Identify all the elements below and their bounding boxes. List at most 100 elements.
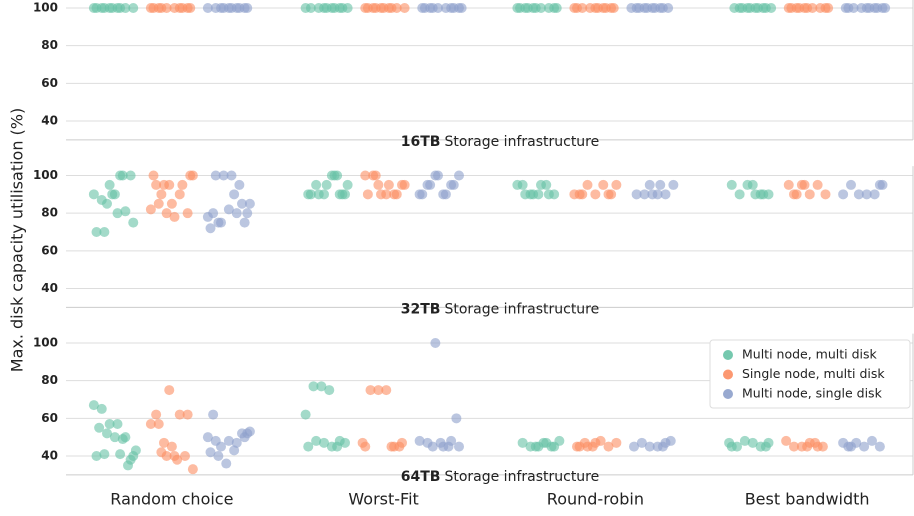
data-point xyxy=(242,208,253,219)
data-point xyxy=(603,441,614,452)
legend-label: Multi node, multi disk xyxy=(742,347,878,362)
data-point xyxy=(515,3,525,13)
y-tick-label: 40 xyxy=(41,281,58,295)
data-point xyxy=(629,441,639,452)
panel-title: 16TB Storage infrastructure xyxy=(401,134,600,150)
data-point xyxy=(729,3,740,13)
panel-title-text: Storage infrastructure xyxy=(444,301,599,317)
y-tick-label: 60 xyxy=(41,411,58,425)
data-point xyxy=(815,3,826,13)
data-point xyxy=(231,208,242,219)
data-point xyxy=(115,170,126,181)
data-point xyxy=(739,435,750,446)
data-point xyxy=(446,435,457,446)
data-point xyxy=(874,441,885,452)
data-point xyxy=(448,3,459,13)
data-point xyxy=(365,385,376,396)
data-point xyxy=(430,338,441,348)
data-point xyxy=(221,458,232,469)
y-tick-label: 80 xyxy=(41,206,58,220)
data-point xyxy=(572,3,582,13)
data-point xyxy=(644,179,655,190)
data-point xyxy=(231,437,242,448)
data-point xyxy=(867,435,877,446)
data-point xyxy=(112,418,123,429)
data-point xyxy=(319,437,329,448)
data-point xyxy=(305,189,316,200)
data-point xyxy=(802,3,813,13)
data-point xyxy=(838,437,849,448)
data-point xyxy=(422,437,433,448)
panel-title-size: 64TB xyxy=(401,469,441,485)
data-point xyxy=(626,3,637,13)
data-point xyxy=(381,385,392,396)
data-point xyxy=(148,3,159,13)
data-point xyxy=(112,208,123,219)
data-point xyxy=(644,441,655,452)
data-point xyxy=(107,3,118,13)
data-point xyxy=(164,179,175,190)
data-point xyxy=(329,3,340,13)
data-point xyxy=(244,198,255,209)
data-point xyxy=(525,441,536,452)
data-point xyxy=(99,3,110,13)
data-point xyxy=(360,441,371,452)
data-point xyxy=(753,3,763,13)
data-point xyxy=(120,432,131,443)
data-point xyxy=(99,227,110,237)
data-point xyxy=(419,3,430,13)
panel-title: 32TB Storage infrastructure xyxy=(401,301,600,317)
data-point xyxy=(153,198,164,209)
x-tick-label: Random choice xyxy=(110,490,233,509)
data-point xyxy=(598,179,609,190)
x-tick-label: Worst-Fit xyxy=(348,490,418,509)
data-point xyxy=(551,3,562,13)
y-axis-label: Max. disk capacity utilisation (%) xyxy=(8,108,27,372)
data-point xyxy=(208,409,219,420)
data-point xyxy=(856,3,867,13)
data-point xyxy=(783,179,794,190)
data-point xyxy=(205,447,216,458)
data-point xyxy=(300,409,311,420)
data-point xyxy=(577,189,588,200)
data-point xyxy=(843,3,854,13)
data-point xyxy=(125,170,136,181)
data-point xyxy=(853,189,864,200)
legend-label: Single node, multi disk xyxy=(742,366,885,381)
data-point xyxy=(342,179,353,190)
data-point xyxy=(226,170,237,181)
data-point xyxy=(169,3,180,13)
data-point xyxy=(569,189,580,200)
data-point xyxy=(159,437,169,448)
data-point xyxy=(585,3,596,13)
data-point xyxy=(316,381,327,392)
data-point xyxy=(655,179,666,190)
data-point xyxy=(303,441,314,452)
data-point xyxy=(115,449,126,460)
data-point xyxy=(433,170,443,181)
data-point xyxy=(812,441,823,452)
data-point xyxy=(600,3,611,13)
data-point xyxy=(210,3,221,13)
legend-marker xyxy=(723,369,733,380)
data-point xyxy=(329,170,340,181)
data-point xyxy=(378,3,389,13)
data-point xyxy=(226,3,237,13)
data-point xyxy=(869,189,880,200)
data-point xyxy=(383,179,394,190)
data-point xyxy=(440,189,451,200)
data-point xyxy=(128,217,139,228)
y-tick-label: 100 xyxy=(33,168,58,182)
data-point xyxy=(210,170,221,181)
data-point xyxy=(373,385,384,396)
data-point xyxy=(414,435,425,446)
data-point xyxy=(747,437,758,448)
panel-title-text: Storage infrastructure xyxy=(444,469,599,485)
data-point xyxy=(631,189,642,200)
data-point xyxy=(745,3,756,13)
data-point xyxy=(399,3,410,13)
data-point xyxy=(370,170,381,181)
data-point xyxy=(786,3,797,13)
data-point xyxy=(205,223,216,234)
data-point xyxy=(520,189,531,200)
